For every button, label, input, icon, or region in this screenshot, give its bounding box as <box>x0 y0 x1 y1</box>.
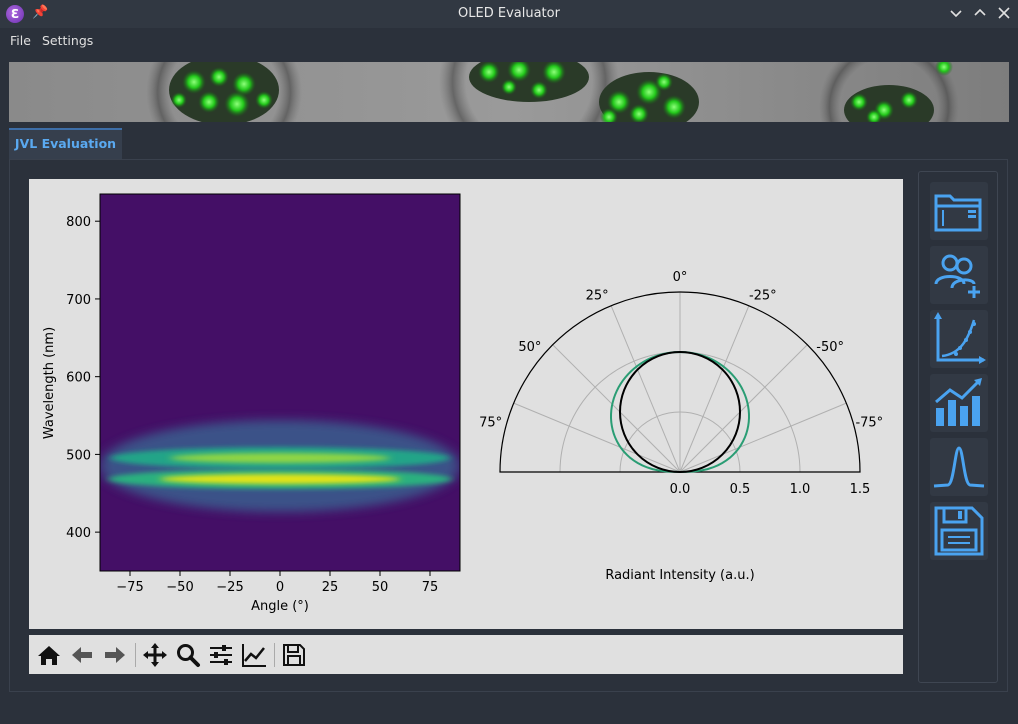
minimize-icon[interactable] <box>946 3 966 23</box>
oled-microscope-banner <box>9 62 1009 122</box>
add-user-button[interactable] <box>930 246 988 304</box>
polar-grid-spoke <box>610 305 681 473</box>
x-tick-label: −75 <box>116 580 143 595</box>
zoom-icon[interactable] <box>174 641 202 669</box>
back-icon[interactable] <box>68 641 96 669</box>
heatmap-xlabel: Angle (°) <box>251 599 309 614</box>
y-tick-label: 600 <box>66 371 91 386</box>
polar-angle-label: 50° <box>518 340 541 355</box>
heatmap-ylabel: Wavelength (nm) <box>42 327 57 439</box>
close-icon[interactable] <box>994 3 1014 23</box>
figure: −75 −50 −25 0 25 50 75 800 700 600 500 400 Angle (… <box>42 193 883 614</box>
x-tick-label: 75 <box>422 580 439 595</box>
y-tick-label: 800 <box>66 215 91 230</box>
edit-axis-icon[interactable] <box>240 641 268 669</box>
polar-frame <box>499 291 861 473</box>
polar-radial-label: 0.0 <box>670 482 691 497</box>
menu-bar: File Settings <box>0 28 1018 54</box>
home-icon[interactable] <box>35 641 63 669</box>
window-title: OLED Evaluator <box>458 6 560 21</box>
open-folder-button[interactable] <box>930 182 988 240</box>
polar-angle-label: 0° <box>673 270 688 285</box>
pan-icon[interactable] <box>141 641 169 669</box>
x-tick-label: 50 <box>372 580 389 595</box>
y-tick-label: 700 <box>66 293 91 308</box>
toolbar-separator <box>135 643 136 667</box>
polar-grid-spoke <box>679 402 847 473</box>
polar-grid-spoke <box>552 344 681 473</box>
add-user-icon <box>934 254 980 298</box>
pin-icon[interactable]: 📌 <box>32 5 49 20</box>
polar-axes: 0° 25° -25° 50° -50° 75° -75° 0.0 0.5 1.0 1.5 <box>479 270 883 497</box>
polar-radial-label: 1.5 <box>850 482 871 497</box>
action-sidebar <box>918 171 998 683</box>
menu-settings[interactable]: Settings <box>42 33 94 48</box>
tab-jvl-evaluation[interactable]: JVL Evaluation <box>9 128 122 159</box>
polar-series-lambertian <box>619 351 741 473</box>
app-logo-icon: Ɛ <box>6 5 24 23</box>
peak-fit-button[interactable] <box>930 438 988 496</box>
polar-grid-spoke <box>679 305 750 473</box>
heatmap-band-upper-core <box>170 453 390 463</box>
scatter-fit-icon <box>934 312 986 364</box>
x-tick-label: 25 <box>322 580 339 595</box>
x-tick-label: −25 <box>216 580 243 595</box>
open-folder-icon <box>934 194 982 232</box>
x-tick-label: 0 <box>276 580 284 595</box>
statistics-button[interactable] <box>930 374 988 432</box>
heatmap-band-lower-core <box>160 474 400 484</box>
forward-icon[interactable] <box>101 641 129 669</box>
heatmap-background <box>100 194 460 571</box>
save-figure-icon[interactable] <box>280 641 308 669</box>
polar-radial-label: 0.5 <box>730 482 751 497</box>
polar-angle-label: -75° <box>855 415 883 430</box>
heatmap-axes: −75 −50 −25 0 25 50 75 800 700 600 500 400 Angle (… <box>42 193 461 614</box>
maximize-icon[interactable] <box>970 3 990 23</box>
plot-toolbar <box>29 635 903 674</box>
toolbar-separator <box>274 643 275 667</box>
polar-grid-spoke <box>513 402 681 473</box>
peak-icon <box>933 446 985 488</box>
polar-angle-label: -25° <box>749 288 777 303</box>
y-tick-label: 400 <box>66 526 91 541</box>
polar-xlabel: Radiant Intensity (a.u.) <box>605 568 754 583</box>
bar-chart-trend-icon <box>935 378 982 426</box>
title-bar: Ɛ 📌 OLED Evaluator <box>0 0 1018 28</box>
save-icon <box>934 506 984 556</box>
polar-angle-label: -50° <box>816 340 844 355</box>
y-tick-label: 500 <box>66 448 91 463</box>
x-tick-label: −50 <box>166 580 193 595</box>
polar-angle-label: 75° <box>479 415 502 430</box>
polar-radial-label: 1.0 <box>790 482 811 497</box>
menu-file[interactable]: File <box>10 33 31 48</box>
save-button[interactable] <box>930 502 988 560</box>
configure-subplots-icon[interactable] <box>207 641 235 669</box>
plot-canvas[interactable]: −75 −50 −25 0 25 50 75 800 700 600 500 400 Angle (… <box>29 179 903 629</box>
polar-angle-label: 25° <box>586 288 609 303</box>
fit-curve-button[interactable] <box>930 310 988 368</box>
polar-grid-spoke <box>679 344 808 473</box>
